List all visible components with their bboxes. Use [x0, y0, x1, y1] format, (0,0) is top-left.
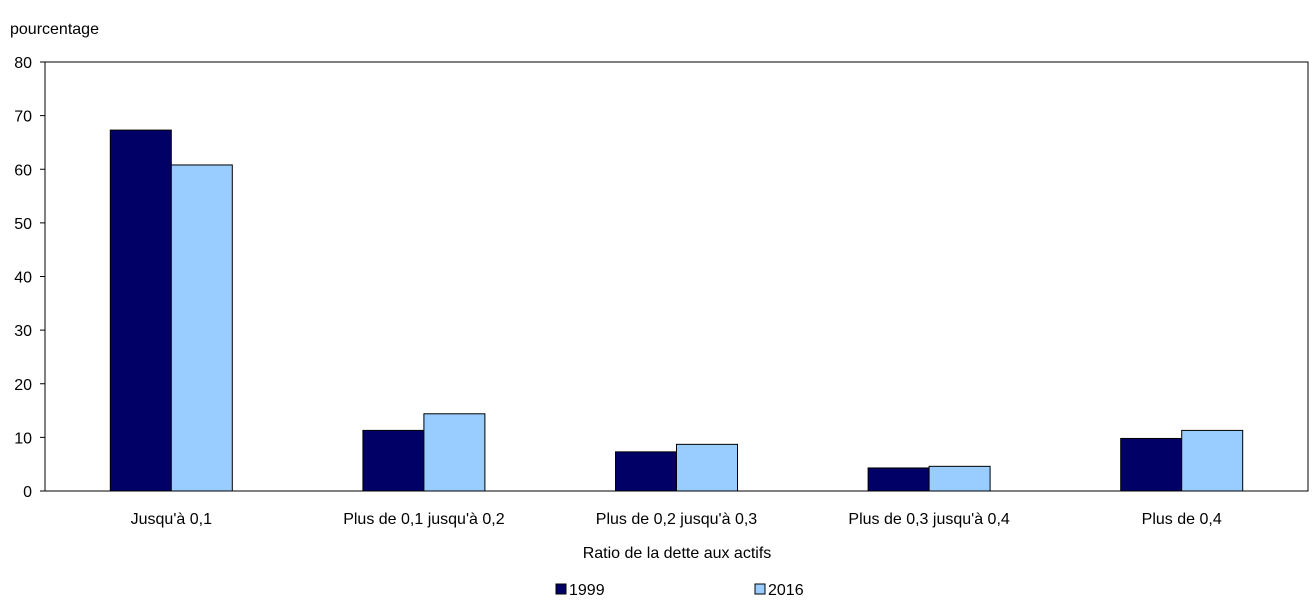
- legend: 1999 2016: [555, 582, 804, 599]
- bar-2016-3: [928, 465, 991, 492]
- bars: [109, 129, 1244, 492]
- y-tick-label: 50: [14, 216, 32, 233]
- x-axis: Jusqu'à 0,1 Plus de 0,1 jusqu'à 0,2 Plus d…: [131, 511, 1222, 528]
- y-tick-label: 10: [14, 430, 32, 447]
- y-tick-label: 60: [14, 162, 32, 179]
- legend-label-1999: 1999: [569, 582, 605, 599]
- bar-2016-4: [1181, 429, 1244, 492]
- x-tick-label: Plus de 0,1 jusqu'à 0,2: [343, 511, 504, 528]
- y-tick-label: 80: [14, 55, 32, 72]
- y-axis: 0 10 20 30 40 50 60 70 80: [14, 55, 45, 501]
- y-tick-label: 20: [14, 377, 32, 394]
- y-axis-unit-label: pourcentage: [10, 21, 99, 38]
- bar-2016-1: [423, 413, 486, 492]
- bar-1999-1: [362, 429, 425, 492]
- x-tick-label: Plus de 0,2 jusqu'à 0,3: [596, 511, 757, 528]
- x-tick-label: Jusqu'à 0,1: [131, 511, 212, 528]
- bar-1999-2: [615, 451, 677, 492]
- bar-2016-0: [170, 164, 233, 492]
- legend-swatch-1999: [555, 583, 567, 595]
- bar-1999-3: [867, 467, 930, 492]
- legend-label-2016: 2016: [768, 582, 804, 599]
- y-tick-label: 40: [14, 270, 32, 287]
- bar-1999-0: [109, 129, 172, 492]
- legend-swatch-2016: [754, 583, 766, 595]
- y-tick-label: 30: [14, 323, 32, 340]
- plot-frame: [44, 61, 1309, 492]
- x-axis-title: Ratio de la dette aux actifs: [583, 545, 772, 562]
- bar-1999-4: [1120, 437, 1183, 492]
- y-tick-label: 0: [23, 484, 32, 501]
- x-tick-label: Plus de 0,4: [1142, 511, 1222, 528]
- y-tick-label: 70: [14, 109, 32, 126]
- x-tick-label: Plus de 0,3 jusqu'à 0,4: [848, 511, 1009, 528]
- bar-2016-2: [676, 443, 738, 492]
